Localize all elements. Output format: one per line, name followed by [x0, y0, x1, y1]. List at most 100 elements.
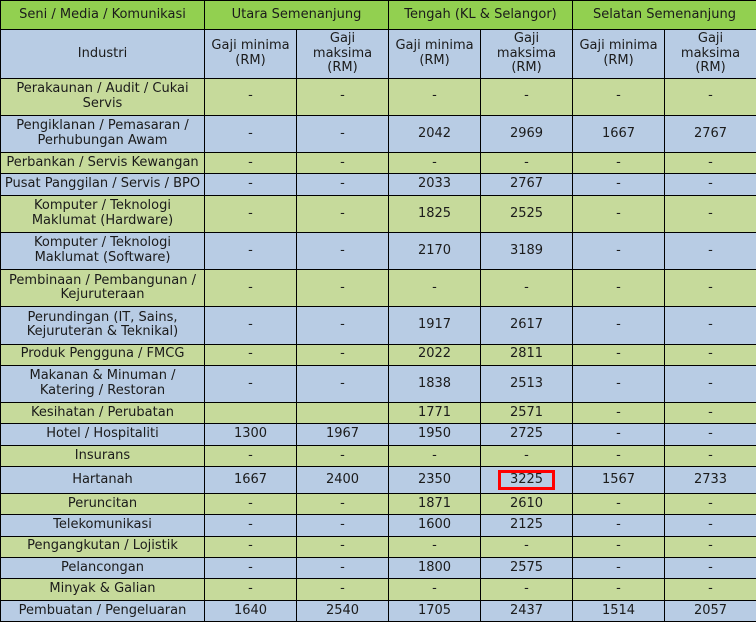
- column-header-tengah-max: Gaji maksima (RM): [480, 29, 574, 79]
- salary-value-cell: 2057: [664, 599, 756, 622]
- table-row: Perbankan / Servis Kewangan - - - - - -: [0, 152, 756, 175]
- region-header-utara: Utara Semenanjung: [203, 0, 390, 30]
- salary-value-cell: -: [204, 269, 297, 308]
- salary-value-cell: -: [388, 152, 482, 175]
- salary-value-cell: -: [572, 231, 666, 271]
- salary-value-cell: 2525: [480, 194, 574, 233]
- salary-value-cell: 3225: [480, 466, 574, 494]
- salary-value-cell: -: [204, 194, 297, 233]
- industry-name-cell: Pembinaan / Pembangunan / Kejuruteraan: [0, 269, 205, 308]
- industry-name-cell: Pembuatan / Pengeluaran: [0, 599, 205, 622]
- salary-value-cell: -: [572, 343, 666, 366]
- salary-value-cell: -: [204, 556, 297, 580]
- industry-name-cell: Perbankan / Servis Kewangan: [0, 152, 205, 175]
- salary-value-cell: 1825: [388, 194, 482, 233]
- salary-value-cell: -: [664, 492, 756, 516]
- salary-value-cell: -: [572, 77, 666, 116]
- salary-value-cell: 2170: [388, 231, 482, 271]
- industry-name-cell: Insurans: [0, 444, 205, 468]
- salary-value-cell: -: [204, 173, 297, 196]
- salary-value-cell: -: [480, 269, 574, 308]
- salary-value-cell: -: [204, 514, 297, 537]
- column-header-utara-max: Gaji maksima (RM): [295, 29, 390, 79]
- table-row: Pusat Panggilan / Servis / BPO - -2033 2767…: [0, 173, 756, 196]
- salary-value-cell: 2767: [480, 173, 574, 196]
- salary-value-cell: 3189: [480, 231, 574, 271]
- column-header-selatan-min: Gaji minima (RM): [572, 29, 666, 79]
- industry-name-cell: Komputer / Teknologi Maklumat (Hardware): [0, 194, 205, 233]
- salary-value-cell: 2125: [480, 514, 574, 537]
- salary-value-cell: -: [664, 231, 756, 271]
- salary-value-cell: -: [295, 556, 390, 580]
- salary-value-cell: -: [204, 535, 297, 558]
- highlight-box: 3225: [497, 470, 556, 490]
- salary-value-cell: 1950: [388, 423, 482, 446]
- industry-name-cell: Perundingan (IT, Sains, Kejuruteran & Te…: [0, 306, 205, 345]
- salary-value-cell: 1514: [572, 599, 666, 622]
- industry-name-cell: Pelancongan: [0, 556, 205, 580]
- salary-value-cell: -: [664, 306, 756, 345]
- salary-value-cell: 2033: [388, 173, 482, 196]
- table-row: Pelancongan - -1800 2575- -: [0, 556, 756, 580]
- salary-value-cell: 2400: [295, 466, 390, 494]
- salary-value-cell: -: [295, 535, 390, 558]
- salary-value-cell: -: [388, 444, 482, 468]
- salary-value-cell: -: [204, 444, 297, 468]
- salary-value-cell: 1667: [204, 466, 297, 494]
- salary-value-cell: -: [295, 173, 390, 196]
- salary-value-cell: -: [204, 578, 297, 601]
- salary-value-cell: -: [388, 578, 482, 601]
- salary-value-cell: -: [204, 152, 297, 175]
- salary-value-cell: -: [572, 402, 666, 425]
- table-row: Pengiklanan / Pemasaran / Perhubungan Aw…: [0, 114, 756, 154]
- salary-value-cell: -: [295, 444, 390, 468]
- salary-value-cell: -: [572, 194, 666, 233]
- salary-value-cell: -: [204, 77, 297, 116]
- salary-value-cell: -: [664, 444, 756, 468]
- salary-value-cell: -: [664, 578, 756, 601]
- column-header-tengah-min: Gaji minima (RM): [388, 29, 482, 79]
- salary-value-cell: 2042: [388, 114, 482, 154]
- industry-name-cell: Hartanah: [0, 466, 205, 494]
- salary-value-cell: -: [295, 306, 390, 345]
- industry-name-cell: Komputer / Teknologi Maklumat (Software): [0, 231, 205, 271]
- salary-value-cell: 2437: [480, 599, 574, 622]
- table-row: Pembinaan / Pembangunan / Kejuruteraan - -…: [0, 269, 756, 308]
- salary-value-cell: -: [572, 556, 666, 580]
- industry-name-cell: Kesihatan / Perubatan: [0, 402, 205, 425]
- salary-value-cell: -: [295, 514, 390, 537]
- salary-value-cell: -: [572, 423, 666, 446]
- salary-value-cell: -: [204, 114, 297, 154]
- salary-value-cell: 1667: [572, 114, 666, 154]
- salary-value-cell: 2617: [480, 306, 574, 345]
- salary-value-cell: -: [295, 194, 390, 233]
- salary-value-cell: -: [664, 402, 756, 425]
- salary-value-cell: -: [572, 578, 666, 601]
- salary-value-cell: -: [295, 152, 390, 175]
- table-body: Perakaunan / Audit / Cukai Servis - - - - - - P…: [0, 77, 756, 622]
- industry-name-cell: Telekomunikasi: [0, 514, 205, 537]
- salary-value-cell: 2350: [388, 466, 482, 494]
- table-row: Pembuatan / Pengeluaran 1640 2540 1705 2437 1…: [0, 599, 756, 622]
- salary-value-cell: -: [295, 269, 390, 308]
- salary-value-cell: -: [572, 269, 666, 308]
- salary-value-cell: -: [572, 152, 666, 175]
- table-row: Insurans - - - - - -: [0, 444, 756, 468]
- salary-value-cell: -: [388, 535, 482, 558]
- salary-value-cell: -: [295, 114, 390, 154]
- salary-value-cell: -: [572, 444, 666, 468]
- salary-value-cell: -: [480, 444, 574, 468]
- column-header-industry: Industri: [0, 29, 205, 79]
- salary-value-cell: -: [204, 343, 297, 366]
- region-header-selatan: Selatan Semenanjung: [572, 0, 756, 30]
- salary-value-cell: -: [572, 306, 666, 345]
- salary-value-cell: 2513: [480, 364, 574, 404]
- salary-value-cell: 1838: [388, 364, 482, 404]
- salary-value-cell: 1967: [295, 423, 390, 446]
- salary-value-cell: -: [480, 77, 574, 116]
- salary-value-cell: -: [388, 77, 482, 116]
- salary-value-cell: [204, 402, 297, 425]
- table-row: Makanan & Minuman / Katering / Restoran -…: [0, 364, 756, 404]
- table-header: Seni / Media / Komunikasi Utara Semenanj…: [0, 0, 756, 79]
- salary-value-cell: -: [295, 231, 390, 271]
